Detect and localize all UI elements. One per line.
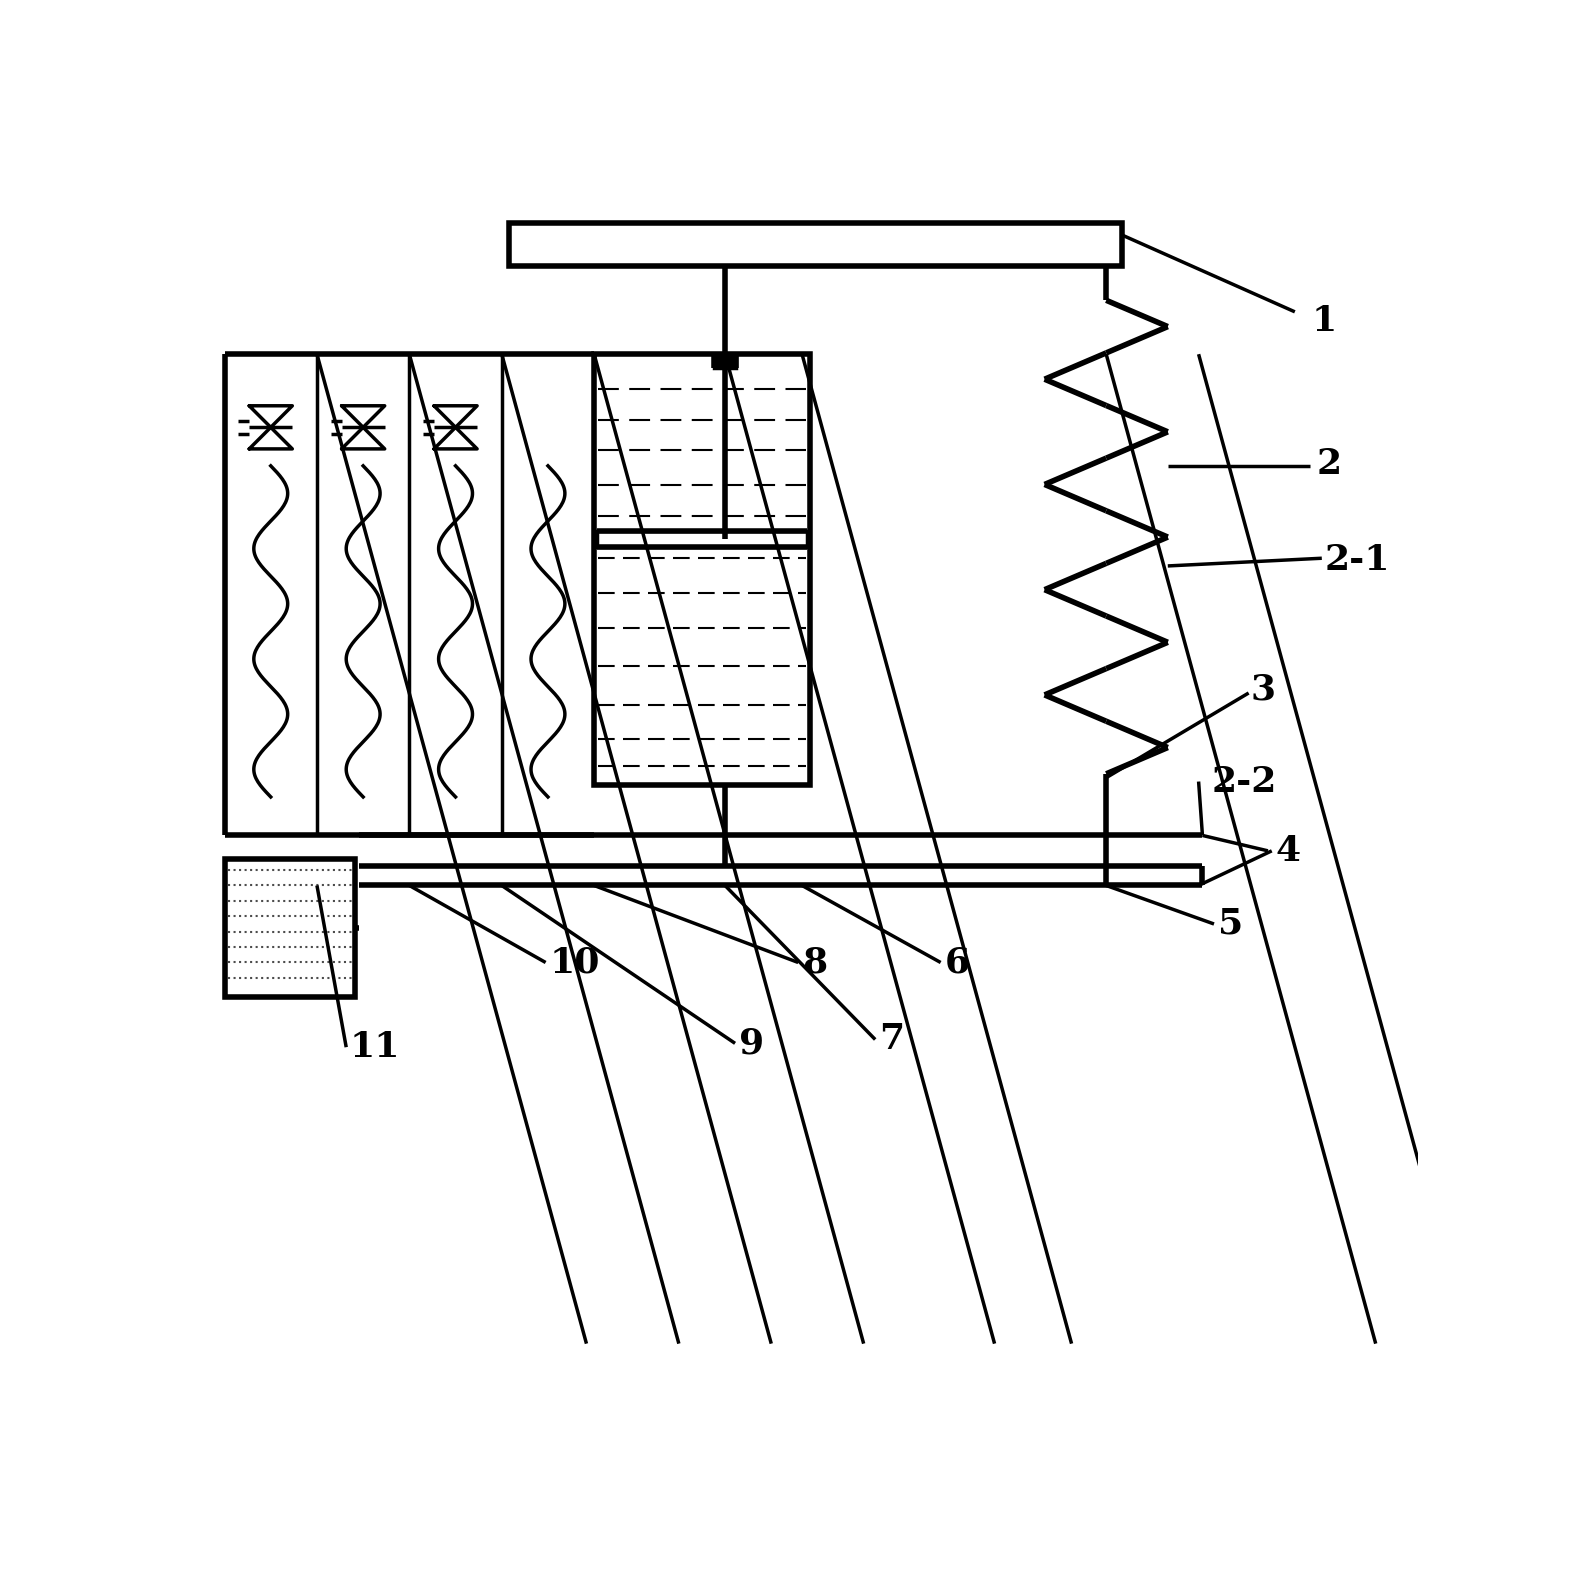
Text: 10: 10	[550, 945, 600, 979]
Text: 1: 1	[1311, 303, 1337, 338]
Bar	[727, 354, 736, 368]
Bar	[714, 354, 724, 368]
Text: 9: 9	[739, 1027, 765, 1061]
Bar	[594, 354, 809, 786]
Text: 7: 7	[878, 1022, 904, 1056]
Text: 8: 8	[803, 945, 828, 979]
Text: 3: 3	[1250, 673, 1275, 706]
Text: 5: 5	[1218, 907, 1243, 942]
Text: 6: 6	[945, 945, 970, 979]
Bar	[509, 223, 1122, 266]
Text: 4: 4	[1275, 833, 1300, 868]
Bar	[224, 858, 356, 997]
Text: 11: 11	[351, 1030, 401, 1064]
Text: 2-1: 2-1	[1324, 542, 1390, 577]
Text: 2-2: 2-2	[1212, 764, 1277, 799]
Bar	[597, 531, 807, 547]
Text: 2: 2	[1316, 448, 1341, 481]
